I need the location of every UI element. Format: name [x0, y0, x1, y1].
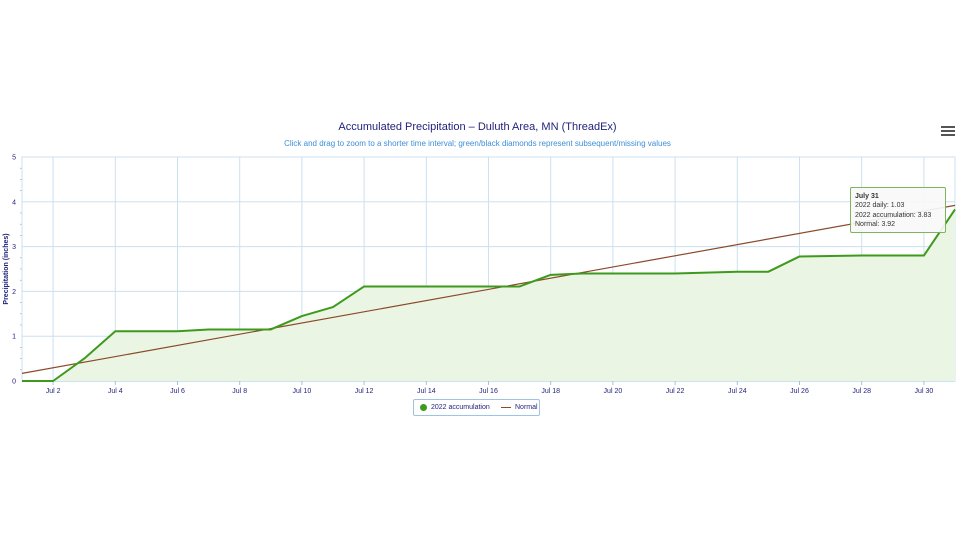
- legend-item-normal[interactable]: Normal: [501, 404, 538, 411]
- accumulation-data-point[interactable]: [765, 269, 771, 275]
- accumulation-area-fill: [22, 209, 955, 381]
- legend-circle-marker: [420, 404, 427, 411]
- hamburger-menu-icon[interactable]: [941, 124, 955, 138]
- accumulation-data-point[interactable]: [952, 206, 958, 212]
- menu-bar: [941, 134, 955, 136]
- y-tick-label: 5: [12, 155, 16, 162]
- y-tick-label: 2: [12, 289, 16, 296]
- data-tooltip: July 31 2022 daily: 1.03 2022 accumulati…: [850, 187, 946, 233]
- accumulation-data-point[interactable]: [299, 313, 305, 319]
- accumulation-data-point[interactable]: [828, 253, 834, 259]
- accumulation-data-point[interactable]: [237, 326, 243, 332]
- accumulation-data-point[interactable]: [268, 326, 274, 332]
- accumulation-data-point[interactable]: [81, 356, 87, 362]
- accumulation-data-point[interactable]: [797, 253, 803, 259]
- tooltip-title: July 31: [855, 193, 879, 200]
- x-tick-label: Jul 22: [666, 388, 685, 395]
- accumulation-data-point[interactable]: [392, 283, 398, 289]
- accumulation-data-point[interactable]: [641, 270, 647, 276]
- y-tick-label: 4: [12, 199, 16, 206]
- accumulation-data-point[interactable]: [454, 283, 460, 289]
- chart-legend: 2022 accumulation Normal: [413, 399, 540, 416]
- chart-subtitle: Click and drag to zoom to a shorter time…: [284, 139, 671, 148]
- x-tick-label: Jul 2: [46, 388, 61, 395]
- accumulation-data-point[interactable]: [486, 283, 492, 289]
- x-tick-label: Jul 10: [293, 388, 312, 395]
- accumulation-data-point[interactable]: [548, 272, 554, 278]
- accumulation-data-point[interactable]: [734, 269, 740, 275]
- accumulation-data-point[interactable]: [361, 283, 367, 289]
- chart-title: Accumulated Precipitation – Duluth Area,…: [338, 121, 617, 133]
- x-tick-label: Jul 30: [915, 388, 934, 395]
- accumulation-data-point[interactable]: [579, 270, 585, 276]
- accumulation-data-point[interactable]: [19, 378, 25, 384]
- y-tick-label: 3: [12, 244, 16, 251]
- normal-series-line[interactable]: [21, 204, 956, 374]
- accumulation-series-line[interactable]: [22, 208, 956, 382]
- x-tick-label: Jul 4: [108, 388, 123, 395]
- legend-item-accumulation[interactable]: 2022 accumulation: [420, 404, 490, 411]
- accumulation-data-point[interactable]: [112, 328, 118, 334]
- accumulation-data-point[interactable]: [921, 253, 927, 259]
- accumulation-data-point[interactable]: [423, 283, 429, 289]
- menu-bar: [941, 130, 955, 132]
- accumulation-data-point[interactable]: [175, 328, 181, 334]
- x-tick-label: Jul 24: [728, 388, 747, 395]
- x-tick-label: Jul 8: [232, 388, 247, 395]
- y-tick-label: 0: [12, 379, 16, 386]
- legend-line-marker: [501, 407, 511, 408]
- accumulation-data-point[interactable]: [330, 304, 336, 310]
- accumulation-data-point[interactable]: [206, 326, 212, 332]
- legend-label: 2022 accumulation: [431, 404, 490, 411]
- x-tick-label: Jul 6: [170, 388, 185, 395]
- accumulation-data-point[interactable]: [50, 378, 56, 384]
- accumulation-data-point[interactable]: [859, 253, 865, 259]
- accumulation-data-point[interactable]: [517, 283, 523, 289]
- accumulation-data-point[interactable]: [143, 328, 149, 334]
- tooltip-line: 2022 daily: 1.03: [855, 202, 905, 210]
- x-tick-label: Jul 18: [541, 388, 560, 395]
- x-tick-label: Jul 26: [790, 388, 809, 395]
- x-tick-label: Jul 20: [604, 388, 623, 395]
- accumulation-data-point[interactable]: [890, 253, 896, 259]
- x-tick-label: Jul 16: [479, 388, 498, 395]
- tooltip-line: 2022 accumulation: 3.83: [855, 211, 932, 219]
- y-axis-label: Precipitation (inches): [3, 233, 10, 304]
- legend-label: Normal: [515, 404, 538, 411]
- tooltip-line: Normal: 3.92: [855, 221, 896, 229]
- accumulation-data-point[interactable]: [610, 270, 616, 276]
- x-tick-label: Jul 28: [852, 388, 871, 395]
- x-tick-label: Jul 12: [355, 388, 374, 395]
- menu-bar: [941, 126, 955, 128]
- x-tick-label: Jul 14: [417, 388, 436, 395]
- y-tick-label: 1: [12, 334, 16, 341]
- accumulation-data-point[interactable]: [703, 270, 709, 276]
- accumulation-data-point[interactable]: [672, 270, 678, 276]
